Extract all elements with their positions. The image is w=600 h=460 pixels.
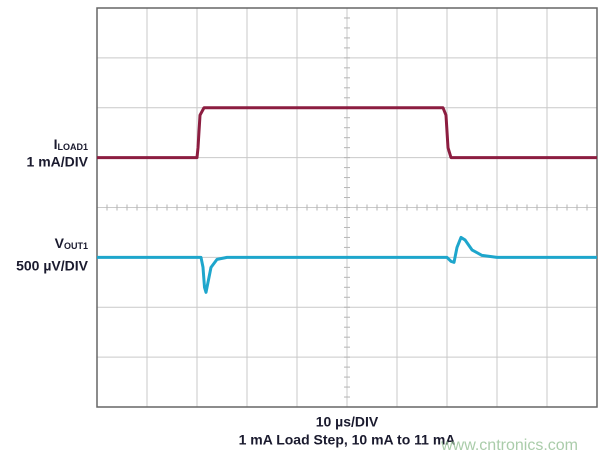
trace bbox=[97, 235, 597, 294]
subtitle: 1 mA Load Step, 10 mA to 11 mA bbox=[239, 432, 456, 448]
trace-name: V bbox=[55, 235, 65, 251]
trace-scale: 1 mA/DIV bbox=[27, 154, 89, 170]
trace-scale: 500 µV/DIV bbox=[16, 258, 89, 274]
plot-border bbox=[96, 7, 598, 408]
watermark: www.cntronics.com bbox=[440, 437, 578, 454]
trace-name: I bbox=[54, 136, 58, 152]
x-axis-label: 10 µs/DIV bbox=[316, 414, 379, 430]
trace bbox=[97, 106, 597, 160]
trace-label: VOUT1 bbox=[55, 235, 88, 252]
trace-name-sub: LOAD1 bbox=[57, 142, 88, 152]
trace-label: ILOAD1 bbox=[54, 136, 88, 153]
trace-name-sub: OUT1 bbox=[64, 241, 88, 251]
